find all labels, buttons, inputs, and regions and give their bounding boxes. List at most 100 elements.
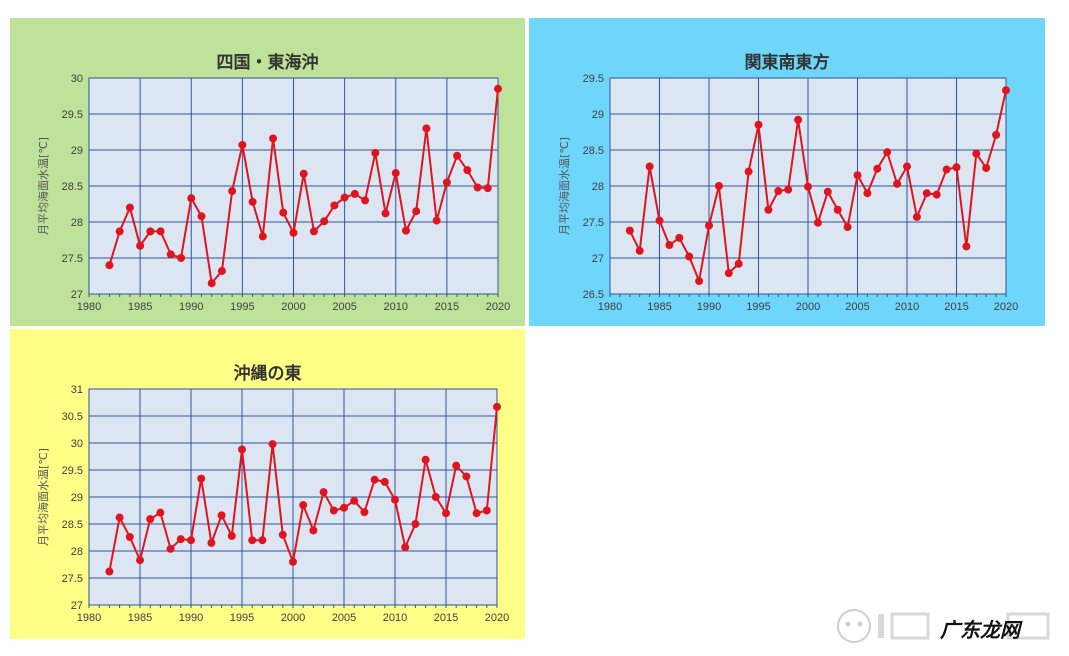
- data-point: [258, 536, 267, 545]
- y-tick-label: 29: [71, 492, 83, 504]
- x-tick-label: 1995: [230, 301, 254, 313]
- data-point: [421, 455, 430, 464]
- data-point: [412, 207, 421, 216]
- x-tick-label: 1995: [746, 301, 770, 313]
- data-point: [187, 194, 196, 203]
- data-point: [207, 279, 216, 288]
- data-point: [724, 269, 733, 278]
- data-point: [645, 162, 654, 171]
- chart-okinawa-east: 27 27.5 28 28.5 29 29.5 30 30.5 31 1980 1985 1990 19…: [36, 384, 509, 624]
- data-point: [804, 182, 812, 191]
- data-point: [482, 506, 491, 515]
- data-point: [695, 277, 704, 286]
- data-point: [217, 266, 226, 275]
- data-point: [319, 488, 328, 497]
- data-point: [972, 149, 981, 158]
- data-point: [105, 261, 114, 270]
- y-axis-label: 月平均海面水温[℃]: [557, 137, 571, 235]
- data-point: [289, 557, 297, 566]
- x-tick-label: 2000: [281, 301, 305, 313]
- data-point: [452, 461, 461, 470]
- panel-shikoku-tokai: 四国・東海沖 27 27.5 28 28.5 29 29.5 30 1980 1985 1990 1…: [10, 18, 525, 326]
- data-point: [380, 477, 389, 486]
- data-point: [391, 169, 400, 178]
- data-point: [453, 151, 462, 160]
- data-point: [483, 184, 492, 193]
- data-point: [675, 233, 684, 242]
- data-point: [268, 440, 277, 449]
- chart-shikoku-tokai: 27 27.5 28 28.5 29 29.5 30 1980 1985 1990 1995 2000…: [36, 73, 510, 313]
- y-tick-label: 27: [71, 600, 83, 612]
- data-point: [705, 221, 713, 230]
- panel-kanto-southeast: 関東南東方 26.5 27 27.5 28 28.5 29 29.5 1980 1985 1990…: [529, 18, 1045, 326]
- data-point: [655, 216, 664, 225]
- y-tick-label: 30: [71, 438, 83, 450]
- data-point: [401, 226, 410, 235]
- x-tick-label: 1985: [128, 612, 152, 624]
- x-tick-label: 2015: [944, 301, 968, 313]
- data-point: [279, 208, 288, 217]
- y-tick-label: 29: [71, 145, 83, 157]
- y-tick-label: 29: [592, 109, 604, 121]
- x-tick-label: 1990: [179, 612, 203, 624]
- data-point: [843, 223, 852, 232]
- data-point: [774, 187, 783, 196]
- data-point: [883, 148, 892, 157]
- data-point: [411, 520, 420, 528]
- data-point: [166, 250, 175, 259]
- x-tick-label: 2000: [796, 301, 820, 313]
- data-point: [227, 531, 236, 540]
- x-tick-label: 1995: [230, 612, 254, 624]
- watermark-logo: [837, 609, 1050, 643]
- data-point: [625, 226, 634, 235]
- data-point: [248, 197, 257, 206]
- x-tick-label: 1985: [128, 301, 152, 313]
- y-tick-label: 28.5: [62, 181, 83, 193]
- chart-kanto-southeast: 26.5 27 27.5 28 28.5 29 29.5 1980 1985 1990 1995 20…: [557, 73, 1018, 313]
- data-point: [278, 530, 287, 539]
- data-point: [166, 544, 175, 553]
- y-tick-label: 30.5: [62, 411, 83, 423]
- x-tick-label: 1990: [179, 301, 203, 313]
- data-point: [863, 189, 872, 198]
- data-point: [105, 567, 114, 576]
- y-tick-label: 28: [71, 546, 83, 558]
- data-point: [463, 166, 472, 175]
- y-axis-label: 月平均海面水温[℃]: [36, 448, 50, 546]
- data-point: [361, 196, 370, 205]
- data-point: [350, 496, 359, 505]
- data-point: [217, 511, 226, 520]
- x-tick-label: 2000: [281, 612, 305, 624]
- data-point: [136, 241, 145, 250]
- data-point: [248, 536, 257, 545]
- y-tick-label: 26.5: [583, 289, 604, 301]
- data-point: [442, 509, 450, 518]
- y-tick-label: 30: [71, 73, 83, 85]
- data-point: [340, 503, 348, 512]
- x-tick-label: 2020: [485, 612, 509, 624]
- data-point: [371, 148, 380, 157]
- data-point: [176, 535, 185, 544]
- data-point: [125, 203, 134, 212]
- data-point: [982, 164, 991, 172]
- data-point: [813, 218, 822, 227]
- data-point: [197, 474, 206, 483]
- data-point: [146, 515, 155, 524]
- data-point: [853, 171, 862, 180]
- data-point: [146, 227, 155, 236]
- data-point: [992, 130, 1001, 139]
- data-point: [391, 495, 399, 504]
- data-point: [156, 227, 165, 236]
- data-point: [309, 227, 318, 236]
- x-tick-label: 1980: [77, 301, 101, 313]
- x-tick-label: 2015: [435, 301, 459, 313]
- data-point: [136, 556, 144, 565]
- data-point: [472, 509, 481, 518]
- data-point: [360, 508, 369, 517]
- y-tick-label: 31: [71, 384, 83, 396]
- data-point: [381, 209, 390, 218]
- data-point: [962, 242, 971, 251]
- data-point: [764, 205, 773, 214]
- data-point: [299, 169, 308, 178]
- x-tick-label: 2015: [434, 612, 458, 624]
